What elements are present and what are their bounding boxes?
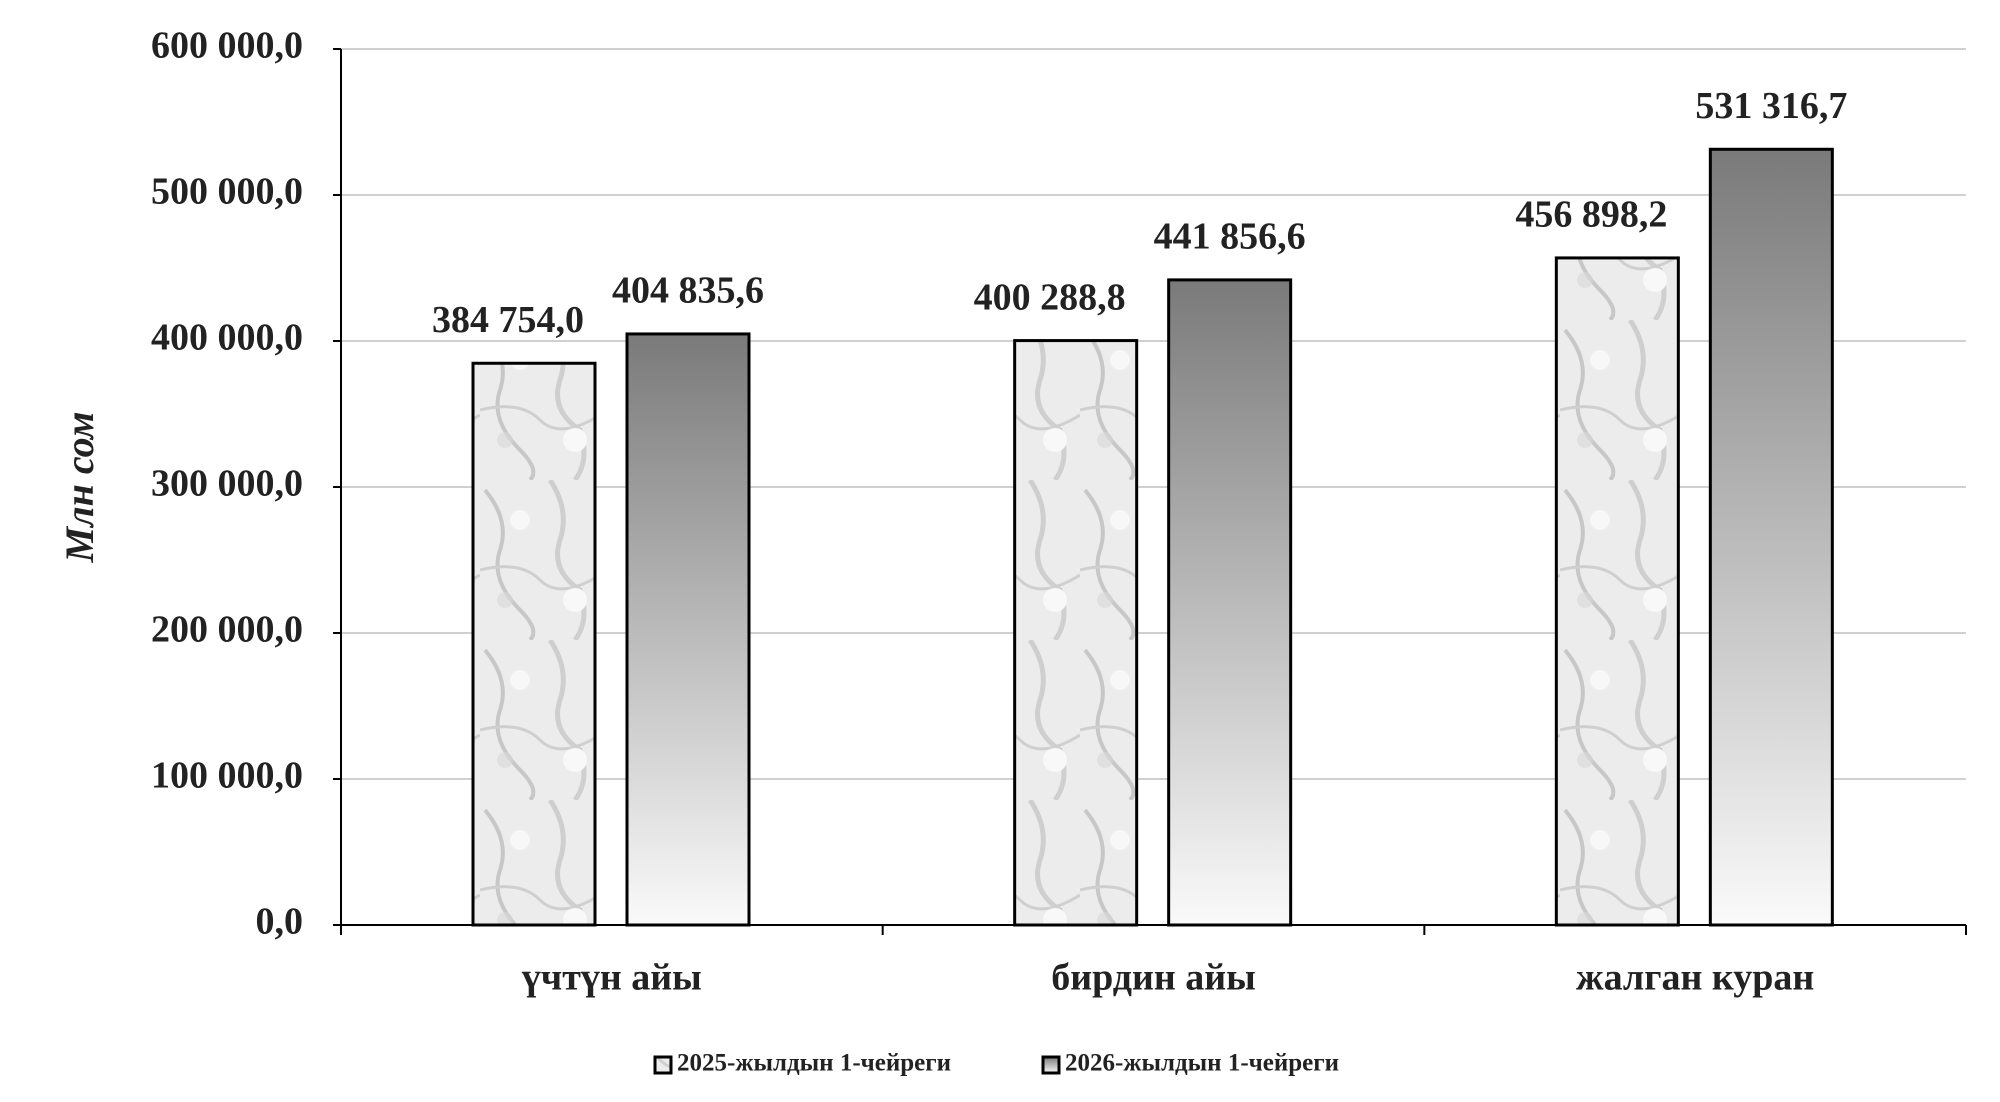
bar <box>625 332 751 927</box>
x-tick-label: бирдин айы <box>1051 957 1256 999</box>
legend-swatch <box>1041 1055 1061 1075</box>
legend-swatch <box>653 1055 673 1075</box>
y-tick-label: 100 000,0 <box>151 755 303 797</box>
bar <box>1708 147 1834 927</box>
bar <box>1167 278 1293 927</box>
y-tick-label: 0,0 <box>256 901 304 943</box>
x-tick-label: жалган куран <box>1576 957 1814 999</box>
legend-label: 2026-жылдын 1-чейреги <box>1065 1050 1339 1077</box>
value-label: 404 835,6 <box>612 270 764 312</box>
y-tick-label: 600 000,0 <box>151 25 303 67</box>
y-tick-label: 500 000,0 <box>151 171 303 213</box>
bar <box>1013 339 1139 927</box>
x-tick-label: үчтүн айы <box>522 957 702 999</box>
legend-label: 2025-жылдын 1-чейреги <box>677 1050 951 1077</box>
y-tick-label: 400 000,0 <box>151 317 303 359</box>
bar <box>471 361 597 927</box>
y-tick-label: 300 000,0 <box>151 463 303 505</box>
bar <box>1554 256 1680 927</box>
value-label: 456 898,2 <box>1515 194 1667 236</box>
y-tick-label: 200 000,0 <box>151 609 303 651</box>
value-label: 384 754,0 <box>432 299 584 341</box>
value-label: 441 856,6 <box>1154 216 1306 258</box>
y-axis-label: Млн сом <box>57 412 102 564</box>
value-label: 400 288,8 <box>974 276 1126 318</box>
value-label: 531 316,7 <box>1695 85 1847 127</box>
